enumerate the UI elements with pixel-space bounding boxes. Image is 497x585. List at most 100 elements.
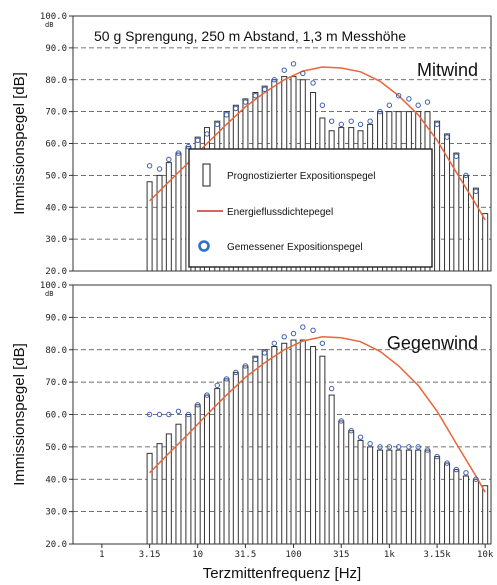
measured-point [194, 137, 201, 144]
bar [482, 485, 489, 545]
measured-point [395, 444, 402, 450]
bar [424, 449, 431, 545]
measured-point [473, 188, 479, 195]
energy-curve [149, 336, 486, 493]
measured-point [338, 121, 344, 128]
measured-point [310, 327, 316, 334]
measured-point [367, 118, 373, 124]
legend-label: Energieflussdichtepegel [227, 207, 333, 218]
y-tick-label: 20.0 [45, 267, 67, 277]
bar [444, 133, 451, 272]
measured-point [223, 112, 230, 118]
y-tick-label: 50.0 [45, 443, 67, 453]
bar [271, 346, 278, 545]
measured-point [453, 153, 460, 159]
measured-point [377, 444, 383, 450]
bar [434, 456, 441, 545]
measured-point [290, 330, 297, 337]
measured-point [328, 385, 335, 392]
measured-point [300, 70, 306, 77]
y-axis-title: Immissionspegel [dB] [11, 343, 28, 486]
bar [156, 443, 163, 545]
measured-point [424, 447, 431, 453]
y-tick-label: 60.0 [45, 411, 67, 421]
bar [415, 449, 422, 545]
measured-point [281, 67, 287, 73]
y-tick-label: 40.0 [45, 475, 67, 485]
bar [156, 174, 163, 272]
bar [377, 449, 384, 545]
y-tick-label: 90.0 [45, 44, 67, 54]
title-backdrop [87, 25, 483, 47]
y-axis-title: Immissionspegel [dB] [11, 72, 28, 215]
measured-point [357, 121, 364, 128]
x-axis-title: Terzmittenfrequenz [Hz] [203, 565, 361, 582]
y-tick-label: 30.0 [45, 235, 67, 245]
measured-point [444, 460, 450, 466]
x-tick-label: 1 [99, 550, 104, 560]
measured-point [252, 356, 259, 363]
bar [453, 469, 460, 545]
measured-point [252, 92, 259, 99]
bar [482, 213, 489, 272]
measured-point [348, 118, 354, 124]
measured-point [281, 334, 287, 340]
measured-point [434, 453, 440, 460]
x-tick-label: 100 [285, 550, 301, 560]
y-tick-label: 30.0 [45, 508, 67, 518]
bar [232, 371, 239, 545]
measured-point [214, 121, 220, 128]
measured-point [185, 411, 192, 418]
x-tick-label: 3.15 [139, 550, 161, 560]
measured-point [319, 102, 326, 108]
bar [223, 378, 230, 545]
y-tick-label: 100.0 [40, 12, 67, 22]
measured-point [463, 470, 469, 476]
legend-swatch-point [198, 240, 210, 252]
measured-point [338, 418, 344, 424]
bar [472, 187, 479, 272]
measured-point [175, 408, 182, 414]
bar [203, 394, 210, 545]
panel-annotation: Gegenwind [387, 333, 478, 353]
measured-point [271, 340, 277, 346]
bar [395, 449, 402, 545]
measured-point [261, 350, 268, 356]
bar [252, 355, 259, 545]
y-unit-label: dB [45, 21, 53, 29]
y-tick-label: 100.0 [40, 281, 67, 291]
bar [281, 342, 288, 545]
bar [242, 365, 249, 545]
measured-point [453, 466, 460, 473]
measured-point [242, 99, 249, 105]
y-tick-label: 70.0 [45, 108, 67, 118]
measured-point [415, 102, 421, 108]
measured-point [463, 172, 469, 179]
y-tick-label: 80.0 [45, 346, 67, 356]
bar [338, 420, 345, 545]
bar [357, 439, 364, 545]
bar [261, 349, 268, 545]
bar [290, 339, 297, 545]
x-tick-label: 1k [384, 550, 395, 560]
measured-point [146, 411, 153, 418]
x-tick-label: 10k [477, 550, 494, 560]
bar [175, 152, 182, 272]
bar [386, 449, 393, 545]
measured-point [406, 96, 412, 102]
x-tick-label: 3.15k [424, 550, 452, 560]
measured-point [357, 434, 364, 440]
measured-point [204, 392, 210, 398]
measured-point [166, 411, 172, 418]
y-tick-label: 60.0 [45, 140, 67, 150]
measured-point [348, 427, 354, 434]
measured-point [434, 121, 440, 128]
measured-point [367, 440, 373, 447]
measured-point [328, 118, 335, 124]
chart-title: 50 g Sprengung, 250 m Abstand, 1,3 m Mes… [94, 28, 406, 44]
bar [175, 423, 182, 545]
measured-point [319, 340, 326, 346]
bar [453, 152, 460, 272]
measured-point [473, 476, 479, 482]
